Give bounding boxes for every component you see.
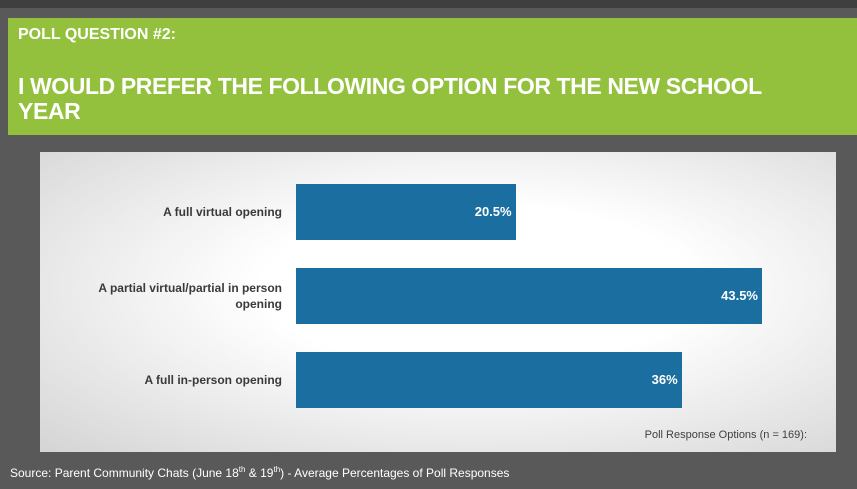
value-label: 43.5% [721, 288, 758, 303]
category-label: A full in-person opening [144, 373, 282, 387]
value-label: 36% [651, 372, 678, 387]
value-label: 20.5% [474, 204, 512, 219]
slide-title: I WOULD PREFER THE FOLLOWING OPTION FOR … [18, 73, 762, 124]
category-label: A partial virtual/partial in person open… [98, 281, 282, 311]
bar [296, 352, 682, 408]
source-part: Source: Parent Community Chats (June 18 [10, 466, 239, 480]
source-part: th [273, 465, 281, 474]
source-part: & 19 [245, 466, 274, 480]
source-part: th [238, 465, 246, 474]
poll-label: POLL QUESTION #2: [18, 26, 176, 43]
category-label: A full virtual opening [163, 205, 282, 219]
header-band [8, 18, 857, 135]
bar [296, 268, 762, 324]
top-bar [0, 0, 857, 8]
source-part: ) - Average Percentages of Poll Response… [280, 466, 510, 480]
chart-note: Poll Response Options (n = 169): [644, 429, 807, 441]
bar [296, 184, 516, 240]
source: Source: Parent Community Chats (June 18t… [10, 465, 509, 480]
